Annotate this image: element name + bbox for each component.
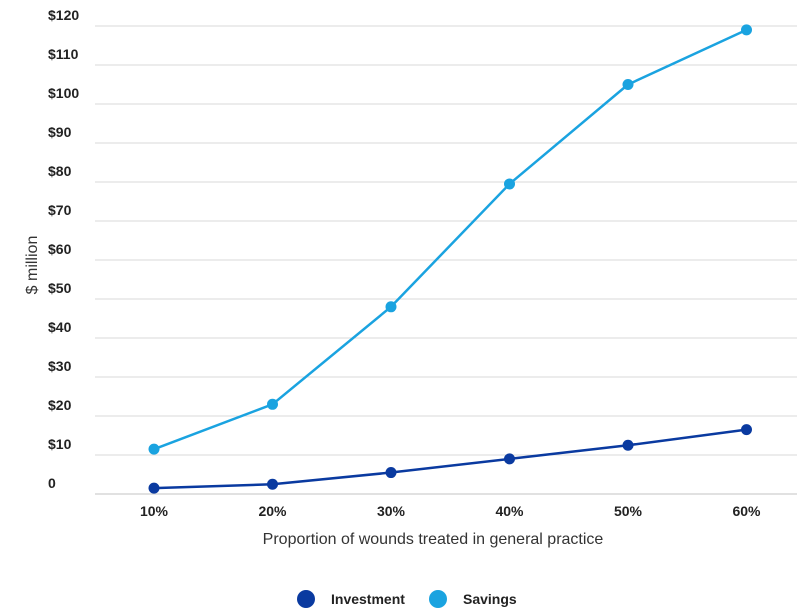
series-line-savings (153, 28, 748, 451)
data-point-savings (741, 24, 752, 36)
gridlines (95, 25, 797, 495)
y-tick-label: $30 (48, 358, 72, 374)
data-point-savings (622, 79, 634, 90)
y-tick-label: $60 (48, 241, 72, 257)
series-line-investment (153, 428, 747, 490)
y-tick-label: $40 (48, 319, 72, 335)
x-tick-label: 10% (140, 503, 169, 519)
x-tick-label: 20% (258, 503, 287, 519)
x-tick-label: 30% (377, 503, 406, 519)
legend-marker-investment (297, 590, 315, 608)
legend-marker-savings (429, 590, 447, 608)
data-point-investment (622, 439, 634, 451)
x-axis-ticks: 10% 20% 30% 40% 50% 60% (140, 503, 761, 519)
data-point-investment (741, 424, 752, 436)
x-axis-title: Proportion of wounds treated in general … (263, 531, 604, 548)
y-tick-label: $70 (48, 202, 72, 218)
legend-label-savings: Savings (463, 591, 517, 607)
data-point-savings (148, 443, 160, 455)
data-point-investment (504, 453, 515, 465)
series-lines (148, 24, 752, 494)
x-tick-label: 50% (614, 503, 643, 519)
y-axis-title: $ million (24, 236, 41, 295)
y-tick-label: $90 (48, 124, 72, 140)
y-tick-label: $20 (48, 397, 72, 413)
y-tick-label: $10 (48, 436, 72, 452)
y-tick-label: $80 (48, 163, 72, 179)
x-tick-label: 60% (732, 503, 761, 519)
data-point-savings (385, 301, 397, 313)
data-point-savings (504, 178, 515, 190)
x-tick-label: 40% (495, 503, 524, 519)
y-axis-ticks: 0 $10 $20 $30 $40 $50 $60 $70 $80 $90 $100 $110 $120 (48, 7, 79, 491)
legend: Investment Savings (297, 590, 517, 608)
y-tick-label: $100 (48, 85, 79, 101)
y-tick-label: $50 (48, 280, 72, 296)
data-point-investment (267, 478, 278, 490)
legend-label-investment: Investment (331, 591, 405, 607)
y-tick-label: $110 (48, 46, 79, 62)
data-point-investment (148, 482, 160, 494)
y-tick-label: $120 (48, 7, 79, 23)
data-point-investment (385, 467, 397, 479)
data-point-savings (267, 398, 278, 410)
y-tick-label: 0 (48, 475, 56, 491)
